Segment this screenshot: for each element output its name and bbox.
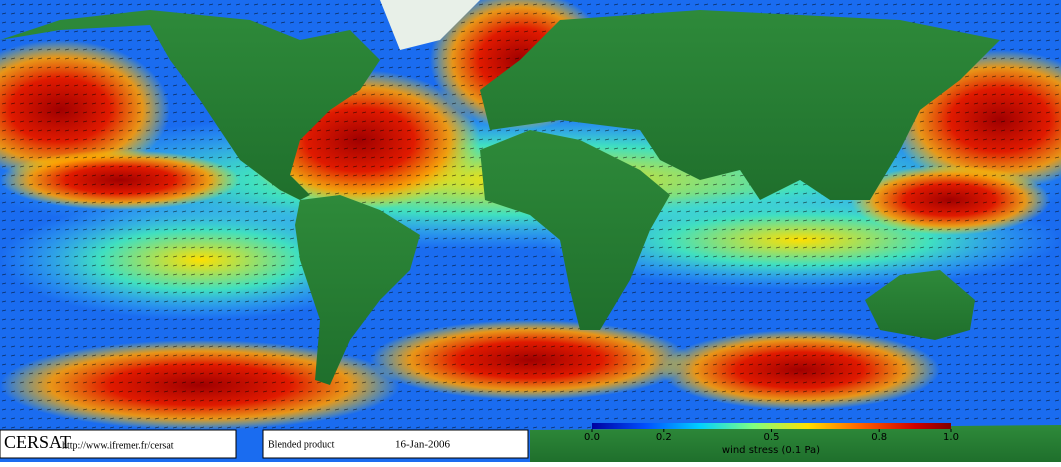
colorbar-label: wind stress (0.1 Pa): [722, 445, 820, 456]
source-box: [0, 429, 237, 459]
colorbar-tick-label: 0.5: [764, 432, 780, 443]
source: CERSAT: [4, 432, 71, 452]
colorbar-tick-label: 1.0: [943, 432, 959, 443]
colorbar: [592, 423, 951, 429]
product: Blended product: [268, 439, 335, 450]
colorbar-tick-label: 0.8: [871, 432, 887, 443]
product-box: [262, 429, 529, 459]
url: http://www.ifremer.fr/cersat: [62, 440, 174, 451]
colorbar-tick-label: 0.2: [656, 432, 672, 443]
colorbar-tick-label: 0.0: [584, 432, 600, 443]
date: 16-Jan-2006: [395, 439, 450, 451]
